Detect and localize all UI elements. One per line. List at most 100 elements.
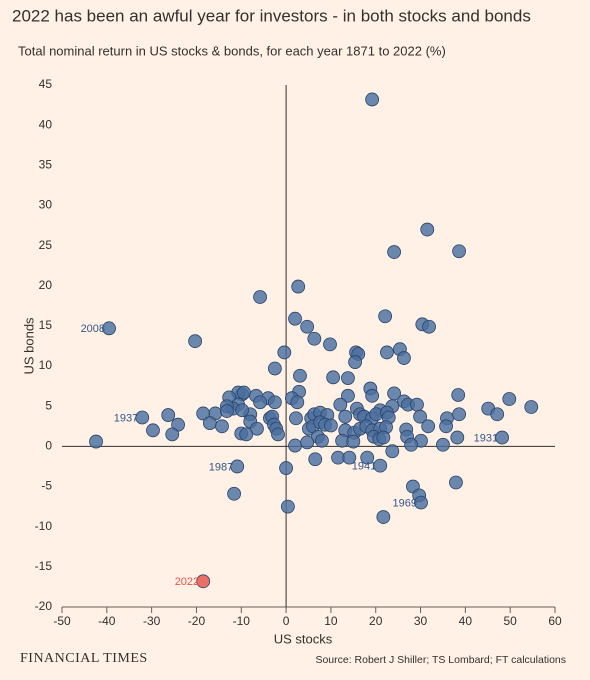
data-point (365, 388, 380, 403)
data-point (449, 475, 463, 490)
x-tick-label: 0 (283, 614, 290, 628)
data-point (414, 495, 428, 510)
x-tick-label: -10 (233, 614, 251, 628)
data-point (89, 434, 103, 449)
data-point (421, 419, 436, 434)
x-tick-label: 40 (459, 614, 473, 628)
data-point (253, 395, 267, 410)
y-axis-label: US bonds (21, 317, 36, 375)
data-point (373, 458, 388, 473)
x-tick-label: -30 (143, 614, 161, 628)
y-tick-label: -10 (35, 519, 53, 533)
data-point (315, 433, 329, 448)
data-point (338, 409, 353, 424)
x-tick-label: 50 (504, 614, 518, 628)
data-point (439, 419, 453, 434)
data-point (450, 430, 465, 445)
data-point (422, 319, 436, 334)
y-tick-label: 5 (45, 398, 52, 412)
point-label: 1969 (393, 498, 417, 510)
data-point (146, 423, 160, 438)
data-point (308, 452, 323, 467)
data-point (341, 371, 355, 386)
data-point (220, 404, 234, 418)
data-point (102, 321, 116, 336)
point-label: 1941 (352, 461, 376, 473)
y-tick-label: 30 (39, 198, 53, 212)
data-point (451, 388, 466, 402)
data-point (307, 331, 322, 346)
data-point (341, 388, 355, 403)
data-point (196, 574, 211, 589)
y-tick-label: 25 (39, 238, 53, 252)
data-point (365, 92, 380, 107)
y-tick-label: 45 (39, 77, 53, 91)
data-point (380, 345, 394, 360)
data-point (291, 279, 306, 294)
data-point (348, 355, 363, 369)
x-tick-label: 60 (548, 614, 562, 628)
y-tick-label: 15 (39, 318, 53, 332)
data-point (250, 421, 264, 436)
data-point (235, 403, 250, 418)
data-point (279, 461, 293, 475)
x-tick-label: -50 (53, 614, 71, 628)
data-point (288, 311, 302, 326)
data-point (378, 309, 393, 324)
data-point (495, 430, 510, 445)
data-point (267, 395, 282, 410)
data-point (385, 444, 400, 459)
data-point (227, 486, 242, 501)
x-tick-label: 20 (369, 614, 383, 628)
chart-title: 2022 has been an awful year for investor… (12, 6, 531, 25)
y-tick-label: 35 (39, 157, 53, 171)
data-point (452, 407, 466, 422)
data-point (293, 368, 307, 383)
x-tick-label: 30 (414, 614, 428, 628)
data-point (490, 407, 505, 422)
data-point (288, 438, 302, 453)
data-point (237, 385, 251, 400)
data-point (300, 435, 315, 450)
data-point (290, 395, 305, 410)
data-point (230, 459, 245, 474)
point-label: 1937 (114, 412, 138, 424)
point-label: 2008 (81, 323, 105, 335)
data-point (324, 418, 338, 433)
data-point (346, 434, 361, 449)
point-label: 2022 (175, 576, 199, 588)
data-point (323, 337, 337, 352)
data-point (188, 334, 203, 349)
source-note: Source: Robert J Shiller; TS Lombard; FT… (315, 654, 566, 666)
data-point (326, 370, 341, 385)
data-point (135, 410, 150, 425)
data-point (253, 290, 267, 304)
data-point (342, 450, 357, 465)
data-point (215, 419, 229, 434)
data-point (239, 427, 254, 442)
data-point (404, 437, 419, 452)
data-point (161, 408, 176, 422)
data-point (387, 245, 402, 259)
data-point (502, 392, 517, 406)
data-point (360, 450, 375, 465)
y-tick-label: 10 (39, 358, 53, 372)
footer-brand: FINANCIAL TIMES (20, 651, 148, 666)
point-label: 1987 (209, 461, 233, 473)
data-point (300, 319, 315, 334)
data-point (436, 437, 450, 452)
x-tick-label: 10 (324, 614, 338, 628)
data-point (277, 345, 292, 360)
y-tick-label: -15 (35, 559, 53, 573)
chart-subtitle: Total nominal return in US stocks & bond… (18, 43, 446, 58)
y-tick-label: -20 (35, 599, 53, 613)
data-point (410, 397, 424, 412)
data-point (267, 361, 282, 376)
data-point (397, 351, 411, 365)
x-axis-label: US stocks (274, 631, 333, 646)
data-point (452, 244, 466, 259)
data-point (289, 411, 303, 426)
y-tick-label: -5 (41, 479, 52, 493)
